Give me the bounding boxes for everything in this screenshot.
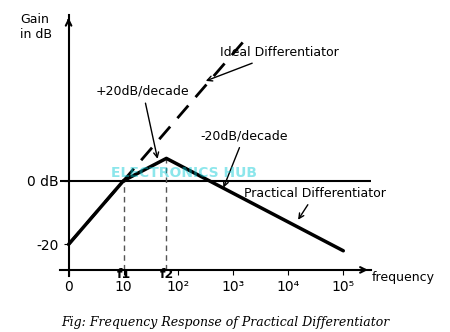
Text: ELECTRONICS HUB: ELECTRONICS HUB bbox=[111, 166, 257, 180]
Y-axis label: Gain
in dB: Gain in dB bbox=[20, 13, 52, 41]
Text: -20dB/decade: -20dB/decade bbox=[200, 129, 288, 186]
Text: Practical Differentiator: Practical Differentiator bbox=[244, 187, 386, 218]
Text: f2: f2 bbox=[159, 268, 174, 281]
Text: Fig: Frequency Response of Practical Differentiator: Fig: Frequency Response of Practical Dif… bbox=[61, 316, 389, 329]
Text: f1: f1 bbox=[117, 268, 130, 281]
Text: frequency: frequency bbox=[372, 271, 435, 285]
Text: +20dB/decade: +20dB/decade bbox=[96, 85, 190, 157]
Text: Ideal Differentiator: Ideal Differentiator bbox=[207, 46, 338, 81]
